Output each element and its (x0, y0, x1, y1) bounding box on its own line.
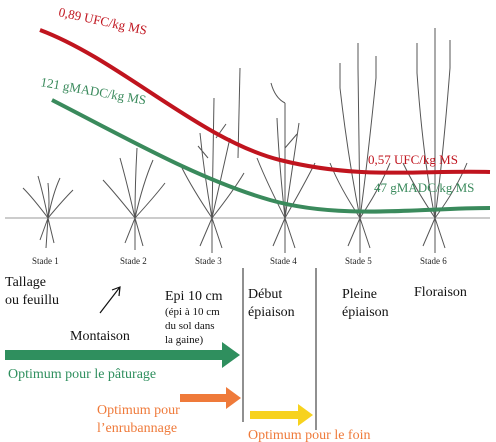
phase-label: Tallage (5, 275, 46, 290)
phase-note: du sol dans (165, 320, 215, 332)
diagram: 0,89 UFC/kg MS 0,57 UFC/kg MS 121 gMADC/… (0, 0, 496, 442)
stage-label: Stade 5 (345, 256, 372, 266)
stage-label: Stade 2 (120, 256, 147, 266)
curve-label: 47 gMADC/kg MS (374, 180, 474, 195)
foin-arrow (250, 404, 313, 426)
curve-label: 0,89 UFC/kg MS (57, 4, 148, 37)
phase-label: Pleine (342, 287, 377, 302)
optimum-label: Optimum pour (97, 403, 180, 418)
stage-label: Stade 4 (270, 256, 297, 266)
phase-label: ou feuillu (5, 293, 59, 308)
phase-label: Début (248, 287, 282, 302)
stage-label: Stade 6 (420, 256, 447, 266)
enrubannage-arrow (180, 387, 241, 409)
stage-label: Stade 1 (32, 256, 59, 266)
phase-label: Montaison (70, 329, 130, 344)
optimum-label: Optimum pour le pâturage (8, 367, 156, 382)
phase-note: (épi à 10 cm (165, 306, 220, 318)
phase-label: Epi 10 cm (165, 289, 223, 304)
paturage-arrow (5, 342, 240, 368)
stage-label: Stade 3 (195, 256, 222, 266)
phase-label: épiaison (248, 305, 295, 320)
phase-note: la gaine) (165, 334, 204, 346)
plants (23, 28, 467, 253)
phase-label: Floraison (414, 285, 467, 300)
optimum-label: Optimum pour le foin (248, 428, 371, 442)
phase-label: épiaison (342, 305, 389, 320)
arrow (100, 287, 120, 313)
optimum-label: l’enrubannage (97, 421, 177, 436)
curve-label: 0,57 UFC/kg MS (368, 152, 458, 167)
